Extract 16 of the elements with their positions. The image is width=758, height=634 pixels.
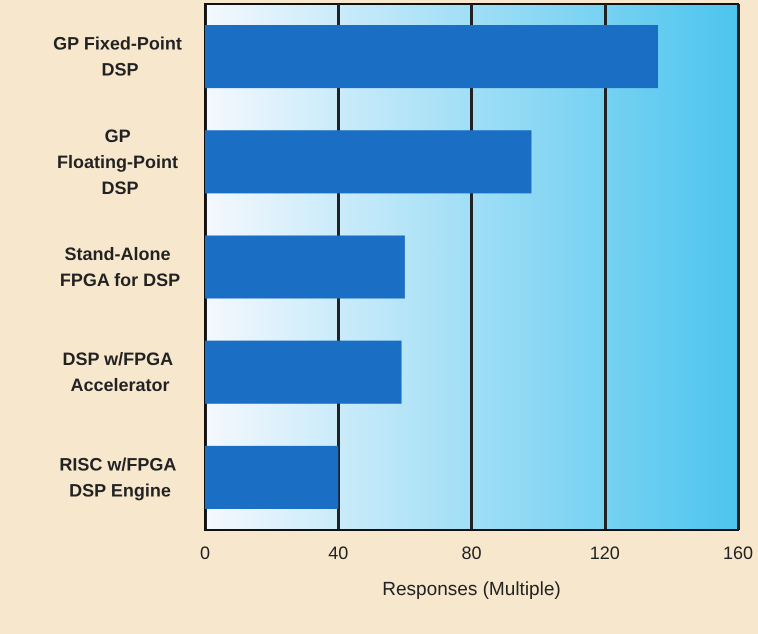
- x-tick-label: 160: [722, 543, 754, 563]
- y-tick-label: Stand-Alone FPGA for DSP: [60, 244, 180, 290]
- bar: [205, 446, 338, 509]
- bar: [205, 130, 532, 194]
- y-tick-label: GP Floating-Point DSP: [57, 126, 183, 198]
- y-tick-label: DSP w/FPGA Accelerator: [62, 349, 178, 396]
- x-tick-label: 40: [328, 543, 348, 563]
- bar: [205, 25, 658, 88]
- x-tick-label: 0: [200, 543, 210, 563]
- bar: [205, 235, 405, 299]
- x-tick-label: 80: [461, 543, 482, 563]
- bar: [205, 340, 402, 404]
- y-tick-label: RISC w/FPGA DSP Engine: [59, 454, 181, 500]
- x-tick-label: 120: [590, 543, 620, 563]
- x-axis-title: Responses (Multiple): [382, 579, 561, 600]
- y-tick-label: GP Fixed-Point DSP: [53, 34, 187, 80]
